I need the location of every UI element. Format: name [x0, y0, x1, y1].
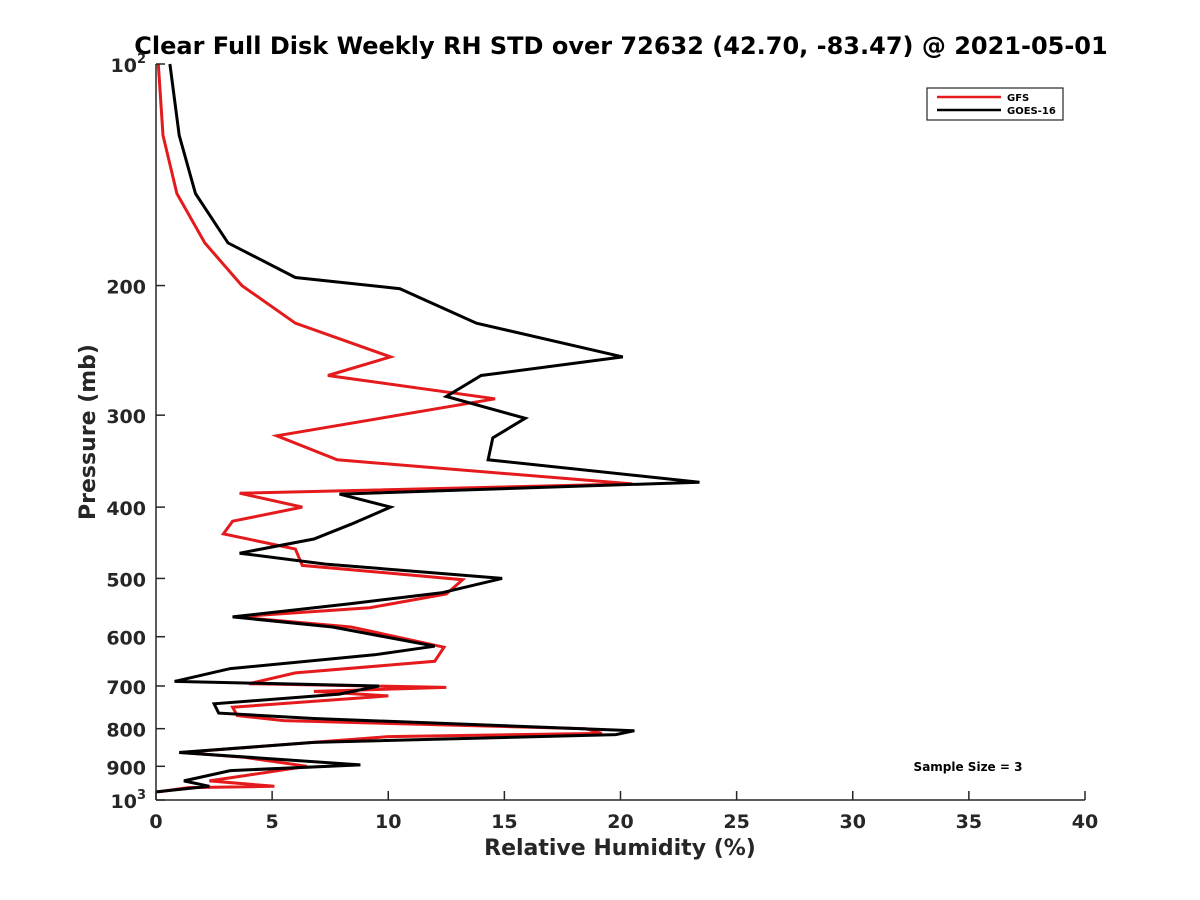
y-tick-label: 800 — [106, 720, 146, 742]
sample-size-annotation: Sample Size = 3 — [914, 760, 1023, 774]
y-axis-label: Pressure (mb) — [76, 344, 101, 520]
y-tick-label: 102 — [111, 52, 147, 77]
x-axis-label: Relative Humidity (%) — [484, 836, 756, 861]
x-ticks: 0 5 10 15 20 25 30 35 40 — [149, 791, 1098, 833]
x-tick-label: 0 — [149, 811, 162, 833]
x-tick-label: 35 — [956, 811, 982, 833]
y-tick-label: 300 — [106, 406, 146, 428]
x-tick-label: 20 — [607, 811, 633, 833]
legend-label-goes16: GOES-16 — [1007, 106, 1056, 117]
legend-label-gfs: GFS — [1007, 93, 1029, 104]
legend: GFS GOES-16 — [926, 87, 1064, 121]
x-tick-label: 15 — [491, 811, 517, 833]
x-tick-label: 10 — [375, 811, 401, 833]
y-tick-label: 200 — [106, 277, 146, 299]
x-tick-label: 40 — [1072, 811, 1098, 833]
y-tick-label: 103 — [111, 788, 147, 813]
chart-title: Clear Full Disk Weekly RH STD over 72632… — [134, 32, 1107, 60]
y-tick-label: 400 — [106, 498, 146, 520]
y-tick-label: 600 — [106, 628, 146, 650]
y-ticks: 102 200 300 400 500 600 700 800 900 103 — [106, 52, 165, 813]
y-tick-label: 900 — [106, 757, 146, 779]
x-tick-label: 25 — [723, 811, 749, 833]
x-tick-label: 5 — [266, 811, 279, 833]
legend-box — [926, 87, 1064, 121]
x-tick-label: 30 — [840, 811, 866, 833]
y-tick-label: 700 — [106, 677, 146, 699]
series-line-goes16 — [155, 63, 700, 794]
y-tick-label: 500 — [106, 569, 146, 591]
series-layer — [155, 63, 700, 794]
